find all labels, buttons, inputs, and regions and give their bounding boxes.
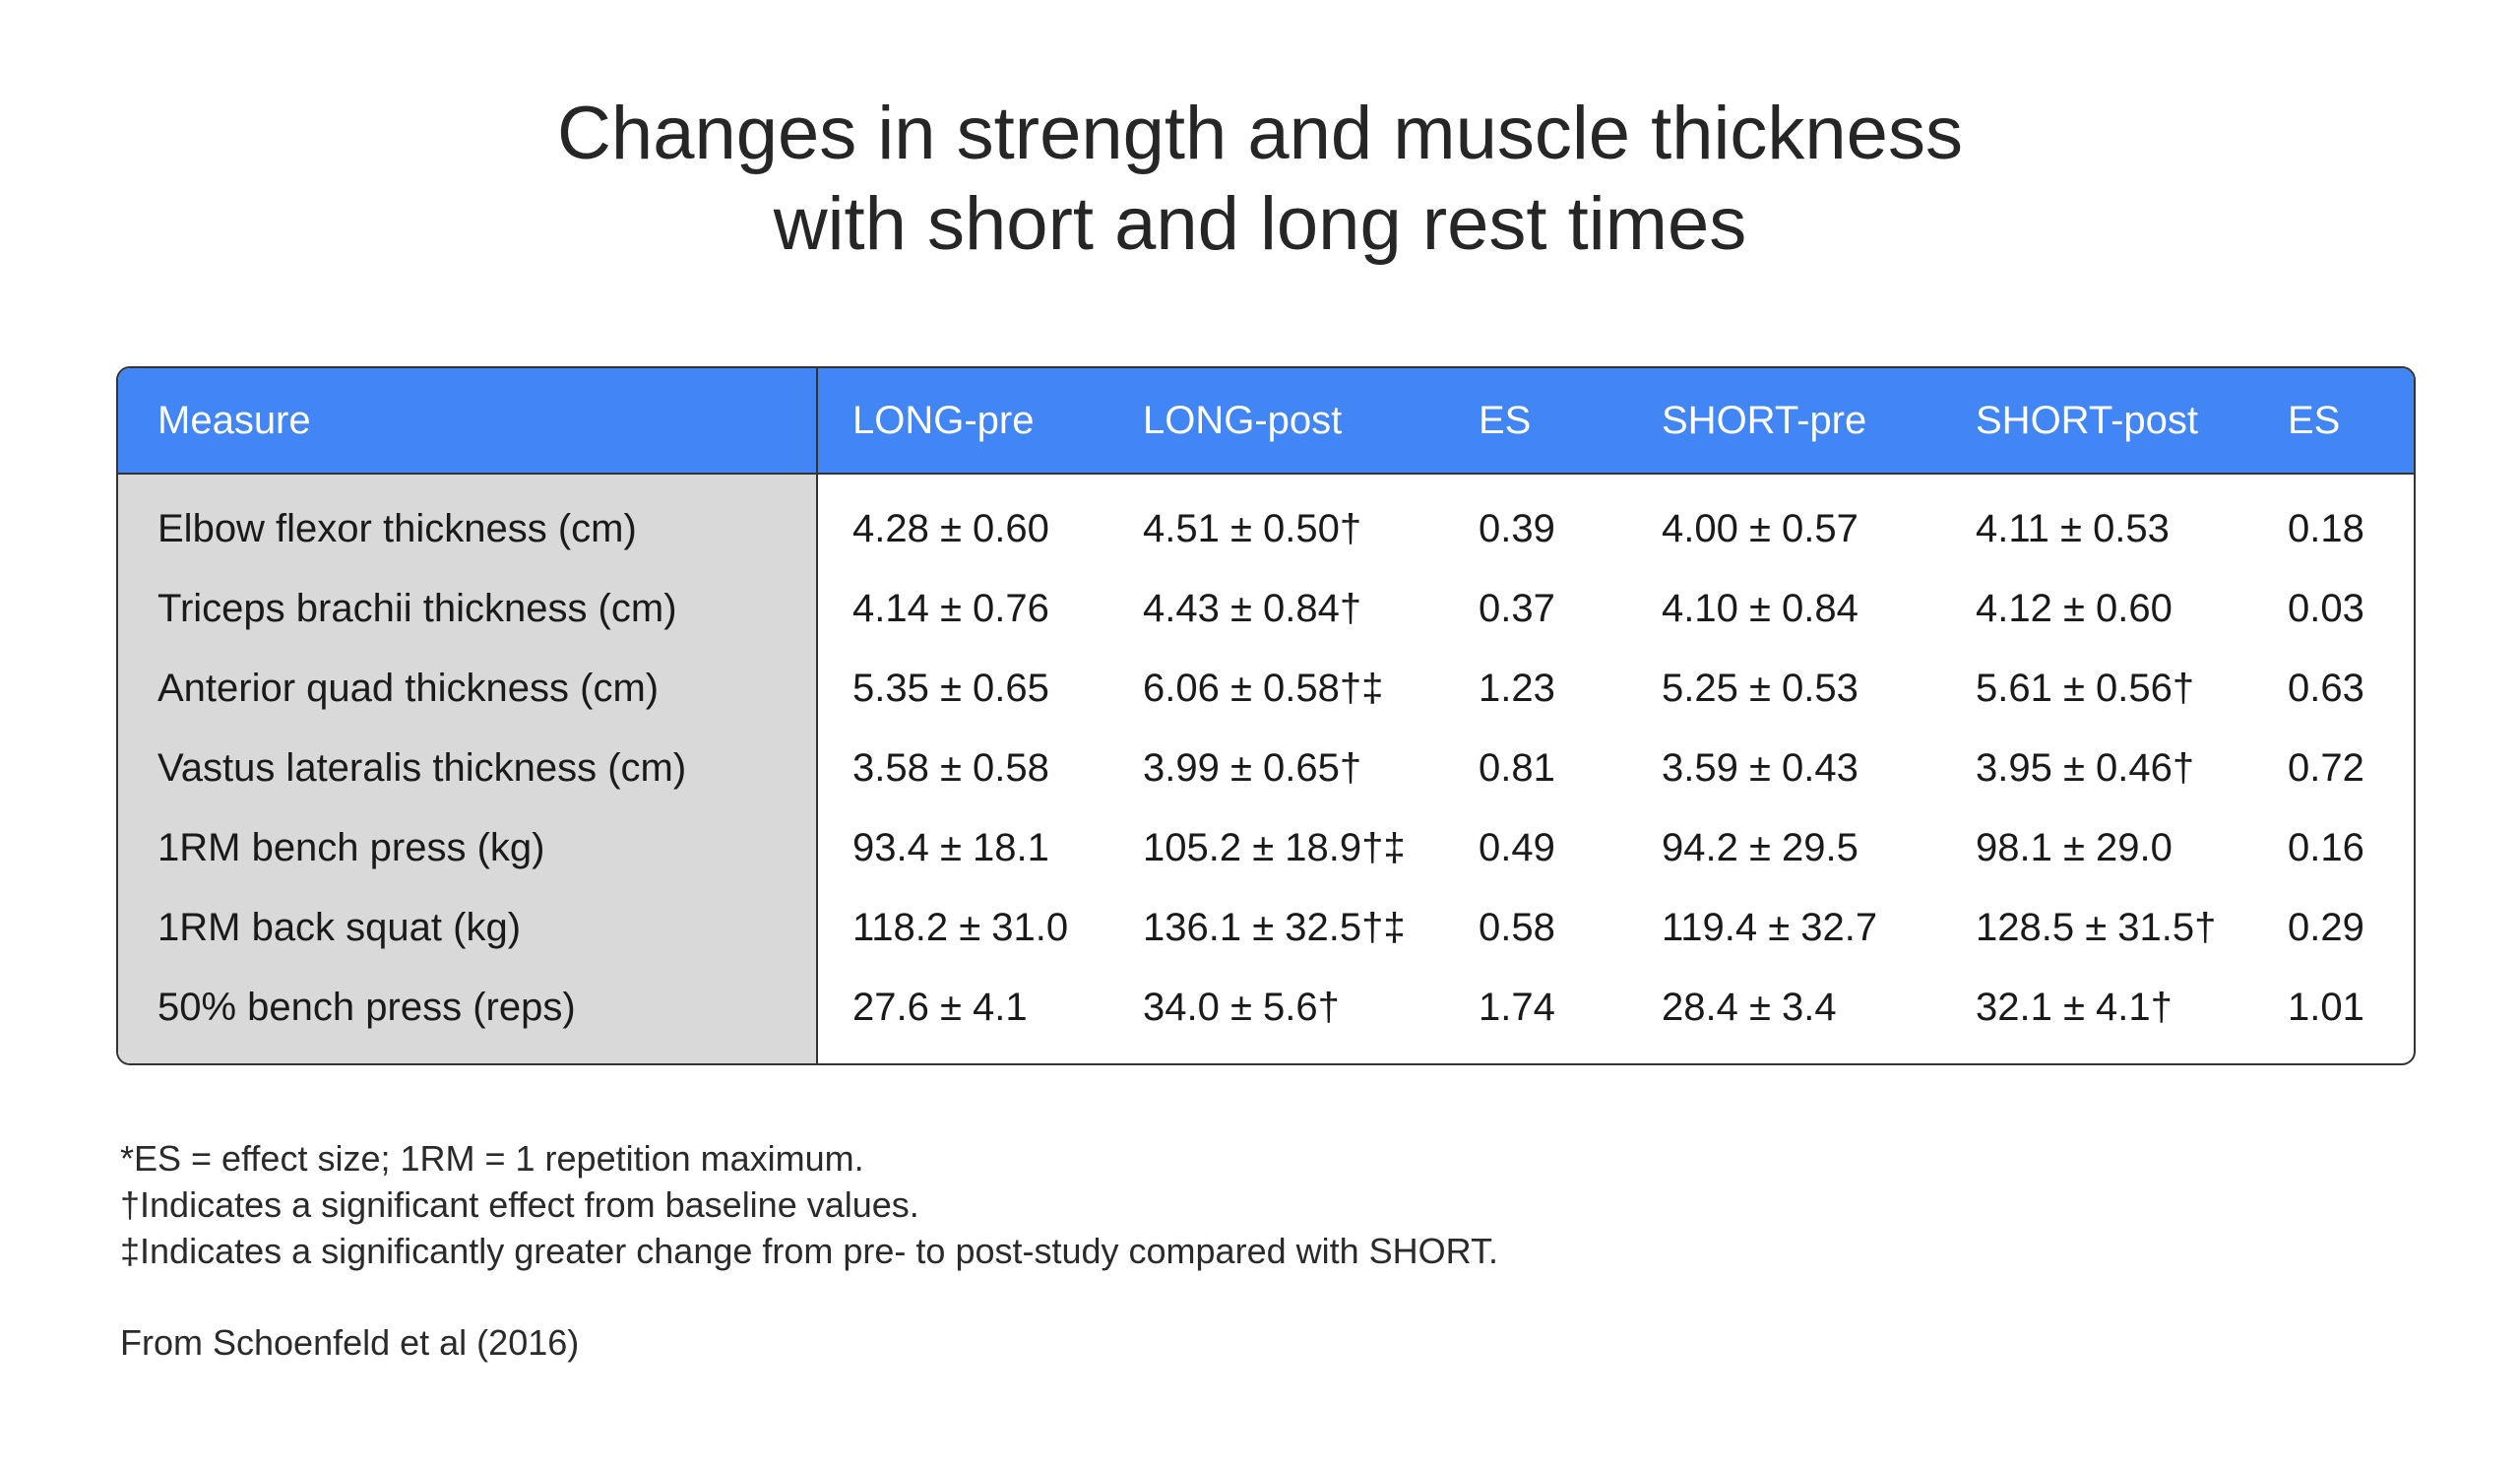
cell-es-long: 0.37 xyxy=(1479,587,1555,630)
cell-long-post: 136.1 ± 32.5†‡ xyxy=(1143,906,1406,949)
column-header-short-post: SHORT-post xyxy=(1976,399,2198,442)
cell-short-post: 3.95 ± 0.46† xyxy=(1976,746,2195,790)
column-header-long-pre: LONG-pre xyxy=(852,399,1035,442)
cell-long-pre: 3.58 ± 0.58 xyxy=(852,746,1049,790)
cell-es-short: 0.63 xyxy=(2288,667,2364,710)
footnote-double-dagger: ‡Indicates a significantly greater chang… xyxy=(120,1231,1498,1271)
table-row: 1RM bench press (kg) 93.4 ± 18.1 105.2 ± 1… xyxy=(118,808,2414,888)
cell-long-pre: 4.28 ± 0.60 xyxy=(852,507,1049,550)
cell-es-short: 0.29 xyxy=(2288,906,2364,949)
cell-short-post: 5.61 ± 0.56† xyxy=(1976,667,2195,710)
cell-short-pre: 5.25 ± 0.53 xyxy=(1662,667,1858,710)
cell-es-long: 1.23 xyxy=(1479,667,1555,710)
cell-short-pre: 28.4 ± 3.4 xyxy=(1662,986,1837,1029)
cell-es-short: 0.16 xyxy=(2288,826,2364,869)
cell-short-pre: 119.4 ± 32.7 xyxy=(1662,906,1878,949)
table-row: Anterior quad thickness (cm) 5.35 ± 0.65 6… xyxy=(118,649,2414,729)
cell-es-long: 0.58 xyxy=(1479,906,1555,949)
cell-measure: Elbow flexor thickness (cm) xyxy=(158,507,637,550)
footnote-dagger: †Indicates a significant effect from bas… xyxy=(120,1184,919,1225)
cell-short-pre: 94.2 ± 29.5 xyxy=(1662,826,1858,869)
cell-es-short: 0.72 xyxy=(2288,746,2364,790)
cell-long-post: 4.43 ± 0.84† xyxy=(1143,587,1362,630)
source-citation: From Schoenfeld et al (2016) xyxy=(120,1322,580,1363)
cell-long-post: 6.06 ± 0.58†‡ xyxy=(1143,667,1384,710)
cell-short-post: 128.5 ± 31.5† xyxy=(1976,906,2217,949)
cell-measure: Vastus lateralis thickness (cm) xyxy=(158,746,687,790)
cell-measure: 1RM bench press (kg) xyxy=(158,826,545,869)
table-row: Vastus lateralis thickness (cm) 3.58 ± 0.… xyxy=(118,729,2414,808)
cell-measure: Triceps brachii thickness (cm) xyxy=(158,587,677,630)
footnote-es: *ES = effect size; 1RM = 1 repetition ma… xyxy=(120,1138,864,1179)
measure-column-background xyxy=(118,475,817,1063)
cell-short-pre: 4.10 ± 0.84 xyxy=(1662,587,1858,630)
cell-measure: 1RM back squat (kg) xyxy=(158,906,522,949)
column-header-long-post: LONG-post xyxy=(1143,399,1343,442)
cell-es-short: 0.18 xyxy=(2288,507,2364,550)
cell-short-post: 98.1 ± 29.0 xyxy=(1976,826,2173,869)
cell-es-short: 1.01 xyxy=(2288,986,2364,1029)
chart-title: Changes in strength and muscle thickness… xyxy=(0,89,2520,270)
chart-title-line-1: Changes in strength and muscle thickness xyxy=(557,92,1963,175)
cell-long-pre: 27.6 ± 4.1 xyxy=(852,986,1028,1029)
cell-short-post: 4.11 ± 0.53 xyxy=(1976,507,2170,550)
cell-es-long: 1.74 xyxy=(1479,986,1555,1029)
column-header-measure: Measure xyxy=(158,399,311,442)
column-header-short-pre: SHORT-pre xyxy=(1662,399,1867,442)
cell-short-pre: 3.59 ± 0.43 xyxy=(1662,746,1858,790)
cell-long-pre: 4.14 ± 0.76 xyxy=(852,587,1049,630)
cell-long-pre: 118.2 ± 31.0 xyxy=(852,906,1069,949)
cell-long-post: 4.51 ± 0.50† xyxy=(1143,507,1362,550)
footnotes: *ES = effect size; 1RM = 1 repetition ma… xyxy=(120,1135,1498,1274)
column-header-es-short: ES xyxy=(2288,399,2341,442)
table-row: 50% bench press (reps) 27.6 ± 4.1 34.0 ± 5… xyxy=(118,968,2414,1048)
measure-column-divider xyxy=(816,368,818,1063)
cell-es-long: 0.49 xyxy=(1479,826,1555,869)
cell-es-short: 0.03 xyxy=(2288,587,2364,630)
table-row: Elbow flexor thickness (cm) 4.28 ± 0.60 4.… xyxy=(118,489,2414,569)
cell-long-post: 3.99 ± 0.65† xyxy=(1143,746,1362,790)
cell-long-pre: 5.35 ± 0.65 xyxy=(852,667,1049,710)
chart-title-line-2: with short and long rest times xyxy=(773,182,1747,266)
column-header-es-long: ES xyxy=(1479,399,1532,442)
cell-measure: Anterior quad thickness (cm) xyxy=(158,667,660,710)
table-header-row xyxy=(118,368,2414,475)
table-row: 1RM back squat (kg) 118.2 ± 31.0 136.1 ± 3… xyxy=(118,888,2414,968)
cell-long-post: 34.0 ± 5.6† xyxy=(1143,986,1340,1029)
cell-es-long: 0.81 xyxy=(1479,746,1555,790)
cell-short-pre: 4.00 ± 0.57 xyxy=(1662,507,1858,550)
cell-long-pre: 93.4 ± 18.1 xyxy=(852,826,1049,869)
cell-long-post: 105.2 ± 18.9†‡ xyxy=(1143,826,1406,869)
cell-short-post: 32.1 ± 4.1† xyxy=(1976,986,2173,1029)
cell-measure: 50% bench press (reps) xyxy=(158,986,576,1029)
table-row: Triceps brachii thickness (cm) 4.14 ± 0.7… xyxy=(118,569,2414,649)
data-table: Measure LONG-pre LONG-post ES SHORT-pre SHORT… xyxy=(116,366,2416,1065)
cell-es-long: 0.39 xyxy=(1479,507,1555,550)
cell-short-post: 4.12 ± 0.60 xyxy=(1976,587,2173,630)
